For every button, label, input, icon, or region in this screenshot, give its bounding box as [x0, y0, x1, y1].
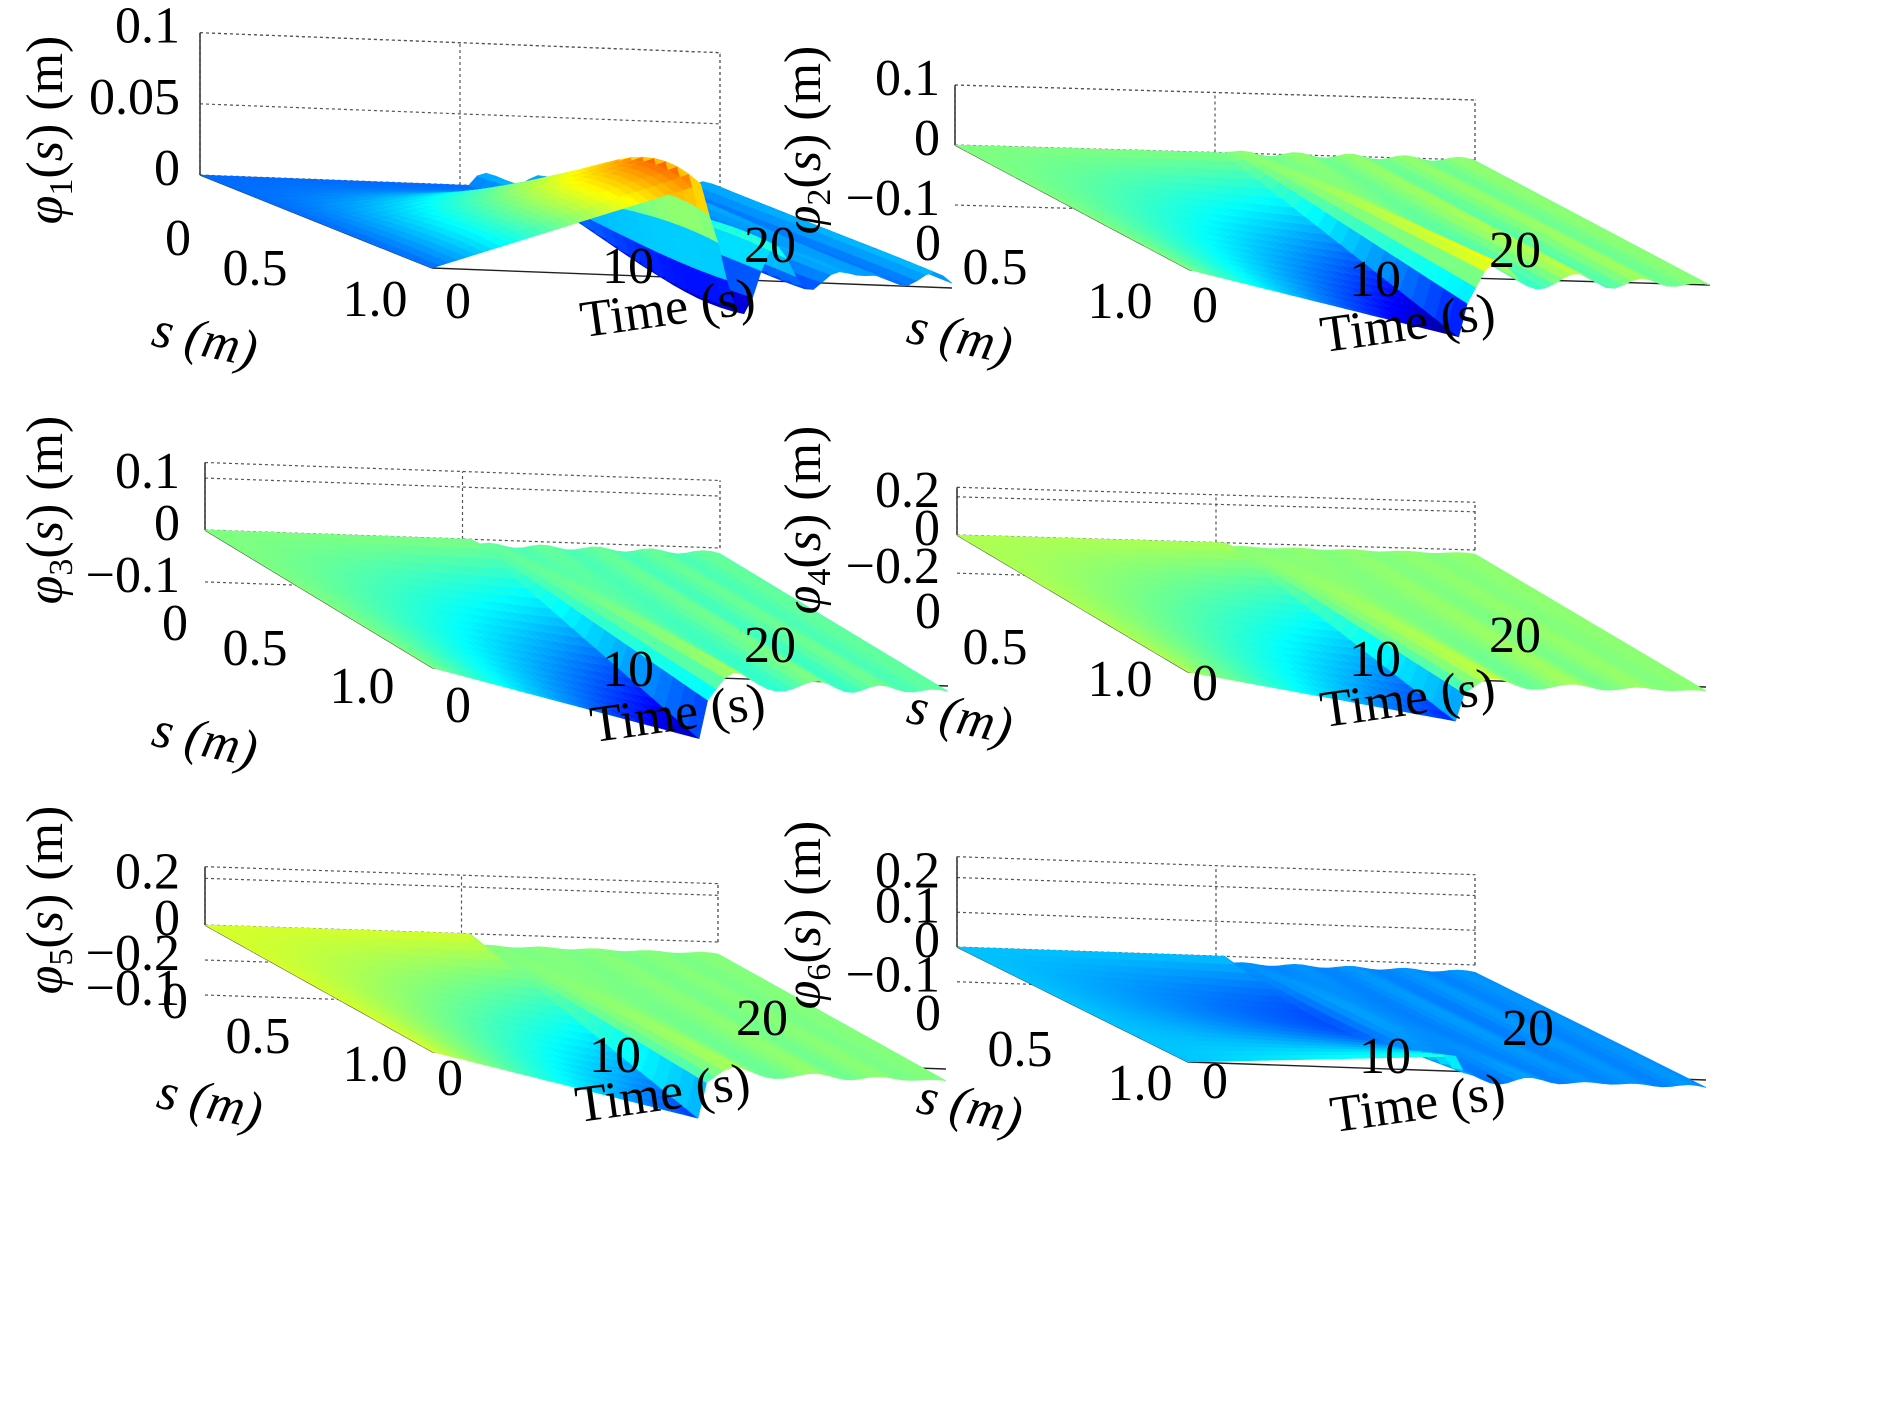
time-tick-label: 0: [1192, 655, 1218, 712]
z-label-symbol: φ: [17, 576, 74, 605]
x-label-unit: (m): [922, 682, 1017, 755]
z-label-subscript: 3: [43, 559, 80, 576]
x-label-unit: (m): [922, 302, 1017, 375]
x-tick-label: 0.5: [223, 240, 288, 297]
z-tick-label: 0.05: [89, 69, 180, 126]
z-label-arg: s: [775, 531, 832, 551]
z-label-symbol: φ: [775, 586, 832, 615]
x-tick-label: 0: [915, 215, 941, 272]
time-tick-label: 20: [1489, 222, 1541, 279]
z-label-arg: s: [775, 151, 832, 171]
x-axis-label: s (m): [148, 301, 263, 379]
z-axis-label: φ2(s) (m): [775, 46, 838, 235]
grid-line: [199, 103, 721, 125]
x-tick-label: 0: [915, 583, 941, 640]
x-label-unit: (m): [167, 705, 262, 778]
grid-line: [204, 866, 719, 885]
z-axis-label: φ4(s) (m): [775, 426, 838, 615]
time-tick-label: 10: [602, 238, 654, 295]
x-tick-label: 1.0: [343, 271, 408, 328]
z-tick-label: 0: [914, 110, 940, 167]
grid-line: [204, 877, 719, 896]
z-label-subscript: 2: [801, 189, 838, 206]
grid-line: [204, 477, 721, 497]
x-tick-label: 0.5: [963, 619, 1028, 676]
z-label-symbol: φ: [17, 196, 74, 225]
z-label-unit: (m): [17, 416, 74, 504]
time-tick-label: 0: [1192, 277, 1218, 334]
time-tick-label: 20: [744, 217, 796, 274]
z-tick-label: 0: [154, 140, 180, 197]
grid-line: [954, 84, 1476, 101]
z-label-arg: s: [17, 521, 74, 541]
x-tick-label: 0.5: [963, 239, 1028, 296]
z-label-symbol: φ: [775, 206, 832, 235]
x-label-unit: (m): [167, 305, 262, 378]
z-axis-label: φ3(s) (m): [17, 416, 80, 605]
surface-patch: [931, 271, 953, 284]
z-tick-label: 0.1: [115, 443, 180, 500]
z-label-subscript: 4: [801, 569, 838, 586]
z-tick-label: 0.1: [875, 50, 940, 107]
x-tick-label: 0.5: [223, 620, 288, 677]
time-tick-label: 20: [1489, 607, 1541, 664]
z-label-unit: (m): [17, 36, 74, 124]
x-tick-label: 1.0: [330, 658, 395, 715]
z-label-unit: (m): [775, 46, 832, 134]
x-tick-label: 1.0: [1088, 273, 1153, 330]
x-tick-label: 0: [162, 595, 188, 652]
z-axis-label: φ1(s) (m): [17, 36, 80, 225]
x-axis-label: s (m): [903, 678, 1018, 756]
z-tick-label: 0.1: [115, 0, 180, 55]
time-tick-label: 0: [445, 273, 471, 330]
time-tick-label: 0: [445, 677, 471, 734]
x-axis-label: s (m): [903, 298, 1018, 376]
x-tick-label: 0: [165, 210, 191, 267]
z-label-unit: (m): [775, 426, 832, 514]
grid-line: [199, 32, 721, 54]
z-tick-label: 0: [154, 495, 180, 552]
time-tick-label: 20: [744, 617, 796, 674]
x-axis-label: s (m): [148, 701, 263, 779]
z-label-arg: s: [17, 141, 74, 161]
z-label-subscript: 1: [43, 179, 80, 196]
x-tick-label: 1.0: [1088, 651, 1153, 708]
